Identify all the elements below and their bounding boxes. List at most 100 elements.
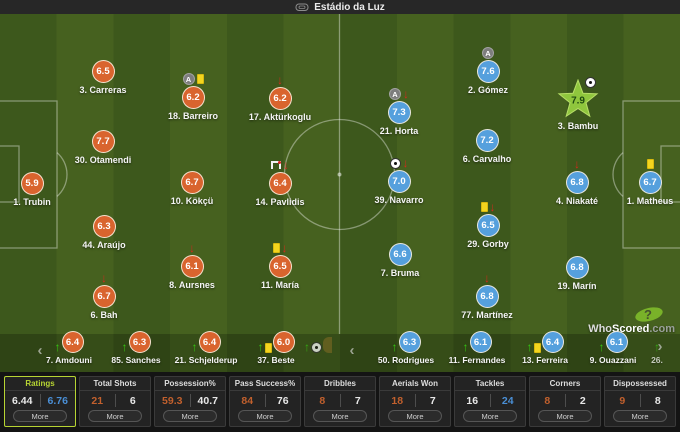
stat-box-pass-success[interactable]: Pass Success% 84 76 More — [229, 376, 301, 427]
more-button[interactable]: More — [613, 410, 667, 422]
scroll-left-icon[interactable]: ‹ — [37, 342, 43, 359]
stat-away-value: 6 — [129, 394, 136, 407]
player[interactable]: 6.5 3. Carreras — [55, 60, 151, 95]
player[interactable]: A ↓ 7.3 21. Horta — [351, 88, 447, 136]
more-button[interactable]: More — [163, 410, 217, 422]
sub-off-arrow-icon: ↓ — [402, 156, 409, 170]
yellow-card-icon — [272, 243, 280, 253]
value-divider — [564, 394, 566, 407]
player[interactable]: 6.7 1. Matheus — [602, 159, 680, 206]
stat-box-aerials-won[interactable]: Aerials Won 18 7 More — [379, 376, 451, 427]
player[interactable]: 6.7 10. Kökçü — [144, 171, 240, 206]
stat-box-tackles[interactable]: Tackles 16 24 More — [454, 376, 526, 427]
player-badges: ↓ — [232, 242, 328, 254]
player[interactable]: 7.2 6. Carvalho — [439, 129, 535, 164]
player-badges — [352, 230, 448, 242]
player[interactable]: ↓ 6.5 29. Gorby — [440, 201, 536, 249]
player[interactable]: ↓ 7.0 39. Navarro — [351, 157, 447, 205]
player-rating: 6.6 — [388, 243, 412, 266]
substitute-player-partial[interactable]: ↑ — [268, 330, 368, 355]
player-rating: 6.4 — [61, 331, 84, 353]
player[interactable]: 5.9 1. Trubin — [0, 172, 80, 207]
stat-label: Tackles — [455, 377, 525, 391]
player[interactable]: ↓ 6.1 8. Aursnes — [144, 242, 240, 290]
stat-away-value: 6.76 — [47, 394, 68, 407]
value-divider — [339, 394, 341, 407]
scroll-left-icon[interactable]: ‹ — [349, 342, 355, 359]
more-button[interactable]: More — [13, 410, 67, 422]
assist-icon: A — [482, 47, 494, 59]
player[interactable]: ↓ 6.7 6. Bah — [56, 272, 152, 320]
substitute-player[interactable]: ↑ 6.3 85. Sanches — [86, 330, 186, 365]
substitute-player[interactable]: ↑ 6.0 37. Beste — [226, 330, 326, 365]
sub-row: ↑ — [268, 330, 368, 353]
player-rating: 6.2 — [181, 86, 205, 109]
player-name: 6. Carvalho — [462, 154, 512, 164]
player[interactable]: ↓ 6.8 77. Martínez — [439, 272, 535, 320]
stat-box-total-shots[interactable]: Total Shots 21 6 More — [79, 376, 151, 427]
motm-star: 7.9 — [557, 78, 599, 119]
player-badges — [439, 116, 535, 128]
player[interactable]: ↓ 6.8 4. Niakaté — [529, 158, 625, 206]
stadium-title: Estádio da Luz — [314, 1, 385, 13]
more-button[interactable]: More — [463, 410, 517, 422]
player[interactable]: A 7.6 2. Gómez — [440, 47, 536, 95]
yellow-card-icon — [480, 202, 488, 212]
player-badges — [56, 202, 152, 214]
sub-off-arrow-icon: ↓ — [484, 271, 490, 285]
substitute-player[interactable]: ↑ 6.4 13. Ferreira — [495, 330, 595, 365]
stat-box-possession[interactable]: Possession% 59.3 40.7 More — [154, 376, 226, 427]
substitute-player[interactable]: ↑ 6.3 50. Rodrigues — [356, 330, 456, 365]
player-name: 1. Matheus — [626, 196, 674, 206]
player[interactable]: ↓ 6.5 11. María — [232, 242, 328, 290]
stat-label: Corners — [530, 377, 600, 391]
player-rating: 7.0 — [387, 170, 411, 193]
player-badges: ↓ — [440, 201, 536, 213]
player-rating: 6.7 — [92, 285, 116, 308]
stat-box-ratings[interactable]: Ratings 6.44 6.76 More — [4, 376, 76, 427]
stat-home-value: 8 — [319, 394, 326, 407]
player-name: 29. Gorby — [467, 239, 509, 249]
player[interactable]: 6.8 19. Marín — [529, 256, 625, 291]
player-badges: ↓ — [56, 272, 152, 284]
stat-label: Dribbles — [305, 377, 375, 391]
more-button[interactable]: More — [313, 410, 367, 422]
player[interactable]: 7.7 30. Otamendi — [55, 130, 151, 165]
player-rating: 6.7 — [638, 171, 662, 194]
substitute-player[interactable]: ↑ 6.1 11. Fernandes — [427, 330, 527, 365]
player[interactable]: 6.3 44. Araújo — [56, 215, 152, 250]
player-badges: A — [440, 47, 536, 59]
player[interactable]: 7.9 3. Bambu — [530, 76, 626, 131]
stat-box-dribbles[interactable]: Dribbles 8 7 More — [304, 376, 376, 427]
more-button[interactable]: More — [88, 410, 142, 422]
player[interactable]: 6.6 7. Bruma — [352, 243, 448, 278]
player[interactable]: ↓ 6.4 14. Pavlidis — [232, 159, 328, 207]
player-name: 3. Bambu — [557, 121, 599, 131]
yellow-card-icon — [533, 343, 541, 353]
substitute-player[interactable]: ↑ 6.1 9. Ouazzani — [563, 330, 663, 365]
player-name: 50. Rodrigues — [377, 355, 435, 365]
player-name: 2. Gómez — [467, 85, 508, 95]
stats-bar: Ratings 6.44 6.76 More Total Shots 21 6 More Pos… — [0, 372, 680, 432]
player[interactable]: ↓ 6.2 17. Aktürkoglu — [232, 74, 328, 122]
player-name: 7. Amdouni — [46, 355, 92, 365]
player-rating: 7.9 — [571, 96, 585, 107]
stat-values: 59.3 40.7 — [155, 391, 225, 410]
stat-box-corners[interactable]: Corners 8 2 More — [529, 376, 601, 427]
header-bar: Estádio da Luz — [0, 0, 680, 14]
scroll-right-icon[interactable]: › — [657, 338, 663, 355]
more-button[interactable]: More — [538, 410, 592, 422]
substitute-player[interactable]: ↑ 6.4 7. Amdouni — [19, 330, 119, 365]
stat-box-dispossessed[interactable]: Dispossessed 9 8 More — [604, 376, 676, 427]
player[interactable]: A 6.2 18. Barreiro — [145, 73, 241, 121]
more-button[interactable]: More — [238, 410, 292, 422]
pitch: 5.9 1. Trubin 6.5 3. Carreras 7.7 30. Otamend… — [0, 14, 680, 335]
substitute-player[interactable]: ↑ 6.4 21. Schjelderup — [156, 330, 256, 365]
player-rating: 6.4 — [268, 172, 292, 195]
player-rating: 7.2 — [475, 129, 499, 152]
substitute-player-partial[interactable]: ↑ 26. — [607, 330, 680, 365]
more-button[interactable]: More — [388, 410, 442, 422]
value-divider — [39, 394, 41, 407]
sub-row: ↑ 6.0 — [226, 330, 326, 353]
